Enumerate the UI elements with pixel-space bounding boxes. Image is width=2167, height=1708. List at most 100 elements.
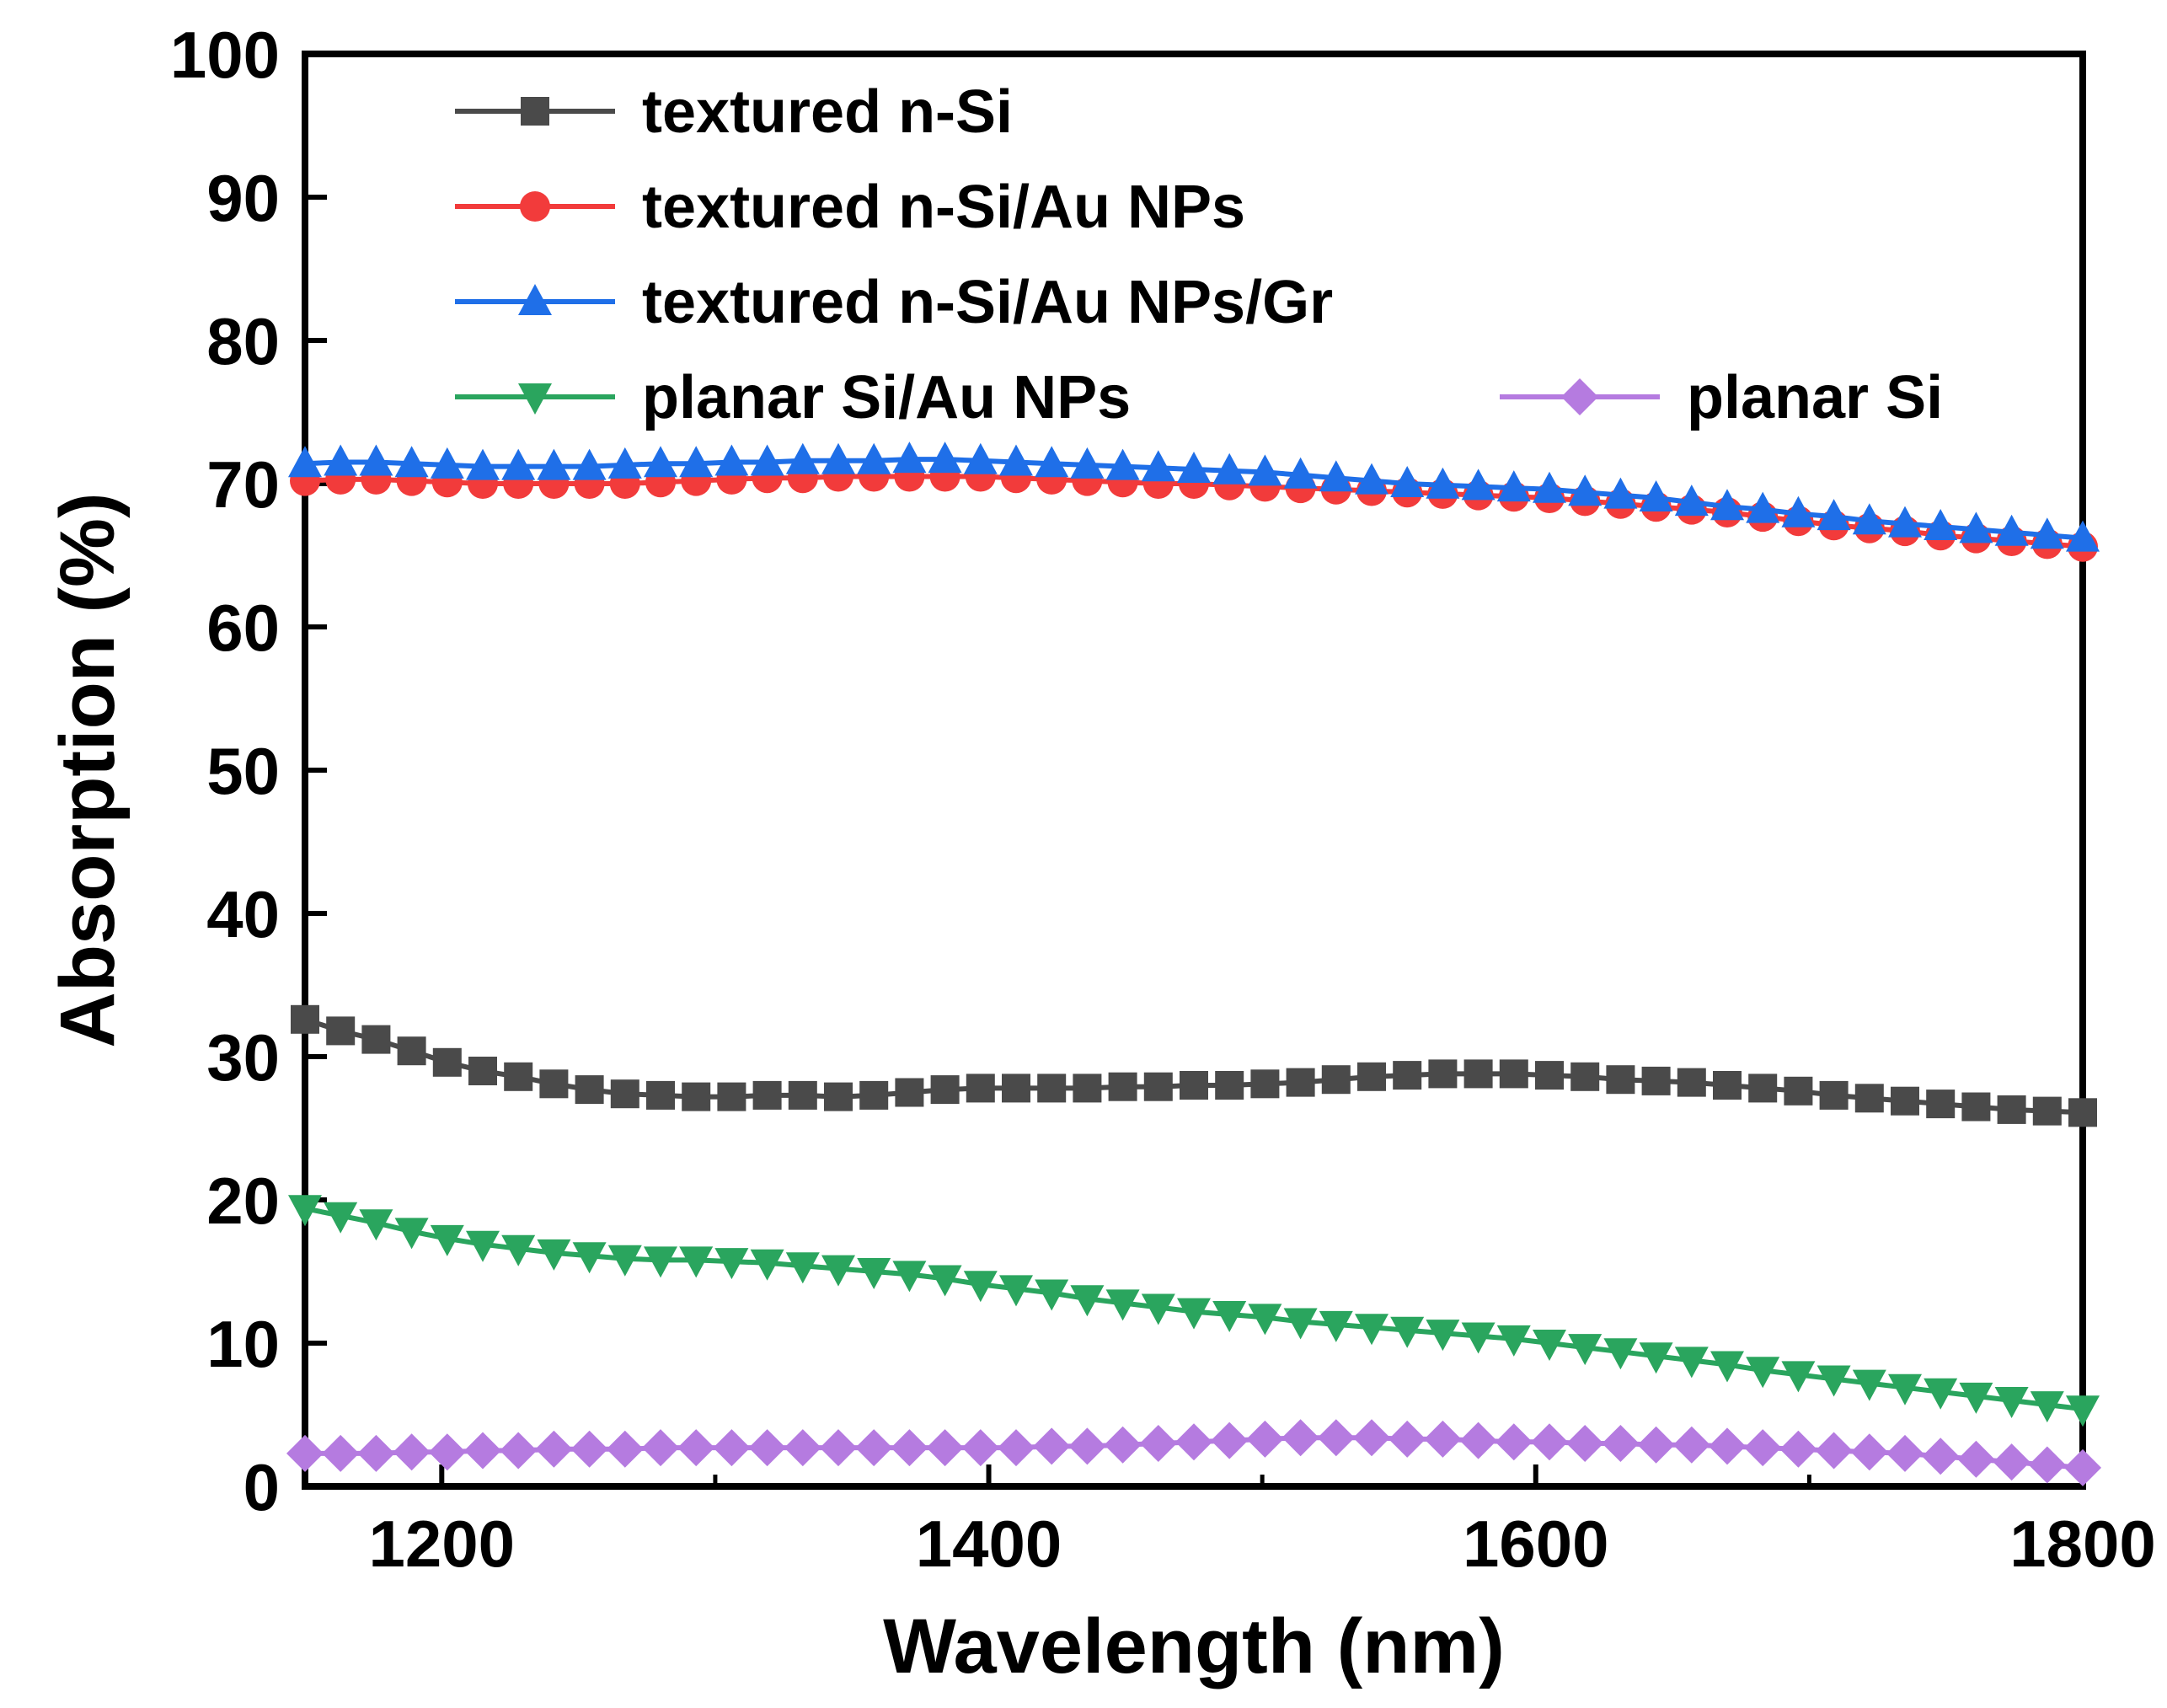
data-point (1212, 452, 1247, 485)
data-point (288, 1195, 322, 1227)
data-point (1104, 1426, 1142, 1464)
data-point (788, 1080, 817, 1110)
data-point (820, 1429, 857, 1467)
data-point (1677, 1068, 1706, 1097)
data-point (326, 1016, 356, 1046)
data-point (1639, 480, 1673, 511)
series-3 (288, 1195, 2100, 1427)
y-tick-label: 70 (206, 447, 280, 522)
data-point (677, 1429, 715, 1467)
data-point (1143, 1072, 1173, 1101)
data-point (821, 442, 855, 474)
data-point (1710, 489, 1744, 521)
data-point (1073, 1074, 1102, 1103)
data-point (714, 1248, 749, 1280)
data-point (1817, 1365, 1851, 1397)
data-point (1281, 1419, 1319, 1457)
data-point (1070, 447, 1105, 479)
data-point (1002, 1074, 1030, 1103)
data-point (1248, 1304, 1282, 1336)
axis-ticks: 1200 1400 1600 1800 0 10 20 30 40 50 60 70 80 90 100 (170, 18, 2156, 1581)
data-point (2030, 517, 2064, 549)
data-point (504, 1062, 533, 1091)
data-point (892, 1261, 927, 1293)
data-point (717, 1082, 746, 1111)
data-point (859, 1080, 889, 1110)
data-point (857, 442, 891, 474)
data-point (752, 1080, 782, 1110)
data-point (1286, 1068, 1315, 1097)
data-point (1997, 1095, 2026, 1124)
data-point (1319, 1310, 1353, 1342)
data-point (1495, 1423, 1533, 1461)
data-point (1105, 1289, 1140, 1321)
x-tick-label: 1600 (1463, 1507, 1609, 1581)
data-point (394, 446, 429, 478)
data-point (714, 444, 749, 476)
data-point (430, 1224, 464, 1256)
data-point (999, 1275, 1033, 1307)
data-point (748, 1429, 786, 1467)
data-point (1926, 1090, 1956, 1119)
data-point (966, 1074, 995, 1103)
x-axis-title: Wavelength (nm) (883, 1604, 1505, 1689)
y-axis-title: Absorption (%) (45, 492, 131, 1047)
data-point (1212, 1301, 1247, 1332)
legend-marker (521, 97, 549, 126)
data-point (1746, 1357, 1780, 1389)
data-point (1710, 1351, 1744, 1383)
data-point (1746, 491, 1780, 523)
data-point (857, 1258, 891, 1289)
data-point (1602, 1425, 1640, 1462)
data-point (928, 1265, 962, 1297)
data-point (1355, 1314, 1388, 1346)
data-point (1393, 1061, 1422, 1090)
data-point (892, 442, 927, 474)
data-point (1641, 1066, 1671, 1095)
data-point (1033, 1427, 1071, 1465)
data-point (537, 448, 571, 480)
y-tick-label: 90 (206, 161, 280, 235)
data-point (855, 1429, 893, 1467)
data-point (644, 446, 677, 478)
data-point (1141, 1293, 1175, 1325)
y-tick-label: 20 (206, 1164, 280, 1238)
data-point (1211, 1422, 1249, 1459)
data-point (821, 1255, 855, 1287)
data-point (464, 1432, 501, 1470)
data-point (1250, 1069, 1280, 1099)
legend-label: planar Si (1687, 364, 1943, 431)
data-point (1463, 1059, 1493, 1089)
data-point (1070, 1285, 1105, 1317)
data-point (1496, 470, 1531, 502)
data-point (1994, 1387, 2029, 1418)
data-point (1959, 511, 1993, 543)
data-point (286, 1434, 324, 1472)
data-point (1922, 1438, 1960, 1475)
data-point (537, 1239, 571, 1271)
data-point (1499, 1059, 1528, 1089)
data-point (1248, 454, 1282, 486)
data-point (291, 1004, 319, 1034)
data-point (535, 1430, 573, 1468)
data-point (1357, 1062, 1386, 1091)
data-point (1283, 457, 1318, 489)
data-point (1748, 1074, 1778, 1103)
data-point (1852, 1369, 1886, 1401)
data-point (1779, 1430, 1817, 1468)
data-point (1459, 1422, 1497, 1459)
legend-item: planar Si/Au NPs (455, 364, 1131, 431)
data-point (324, 1202, 358, 1234)
data-point (930, 1075, 960, 1105)
data-point (2066, 520, 2100, 552)
data-point (575, 1075, 604, 1105)
data-point (1784, 1076, 1813, 1106)
data-point (1674, 485, 1709, 517)
data-point (784, 1429, 821, 1467)
data-point (713, 1429, 751, 1467)
data-point (539, 1069, 569, 1099)
data-point (500, 1432, 538, 1470)
data-point (2028, 1446, 2066, 1484)
data-point (1068, 1427, 1106, 1465)
data-point (1993, 1443, 2031, 1481)
